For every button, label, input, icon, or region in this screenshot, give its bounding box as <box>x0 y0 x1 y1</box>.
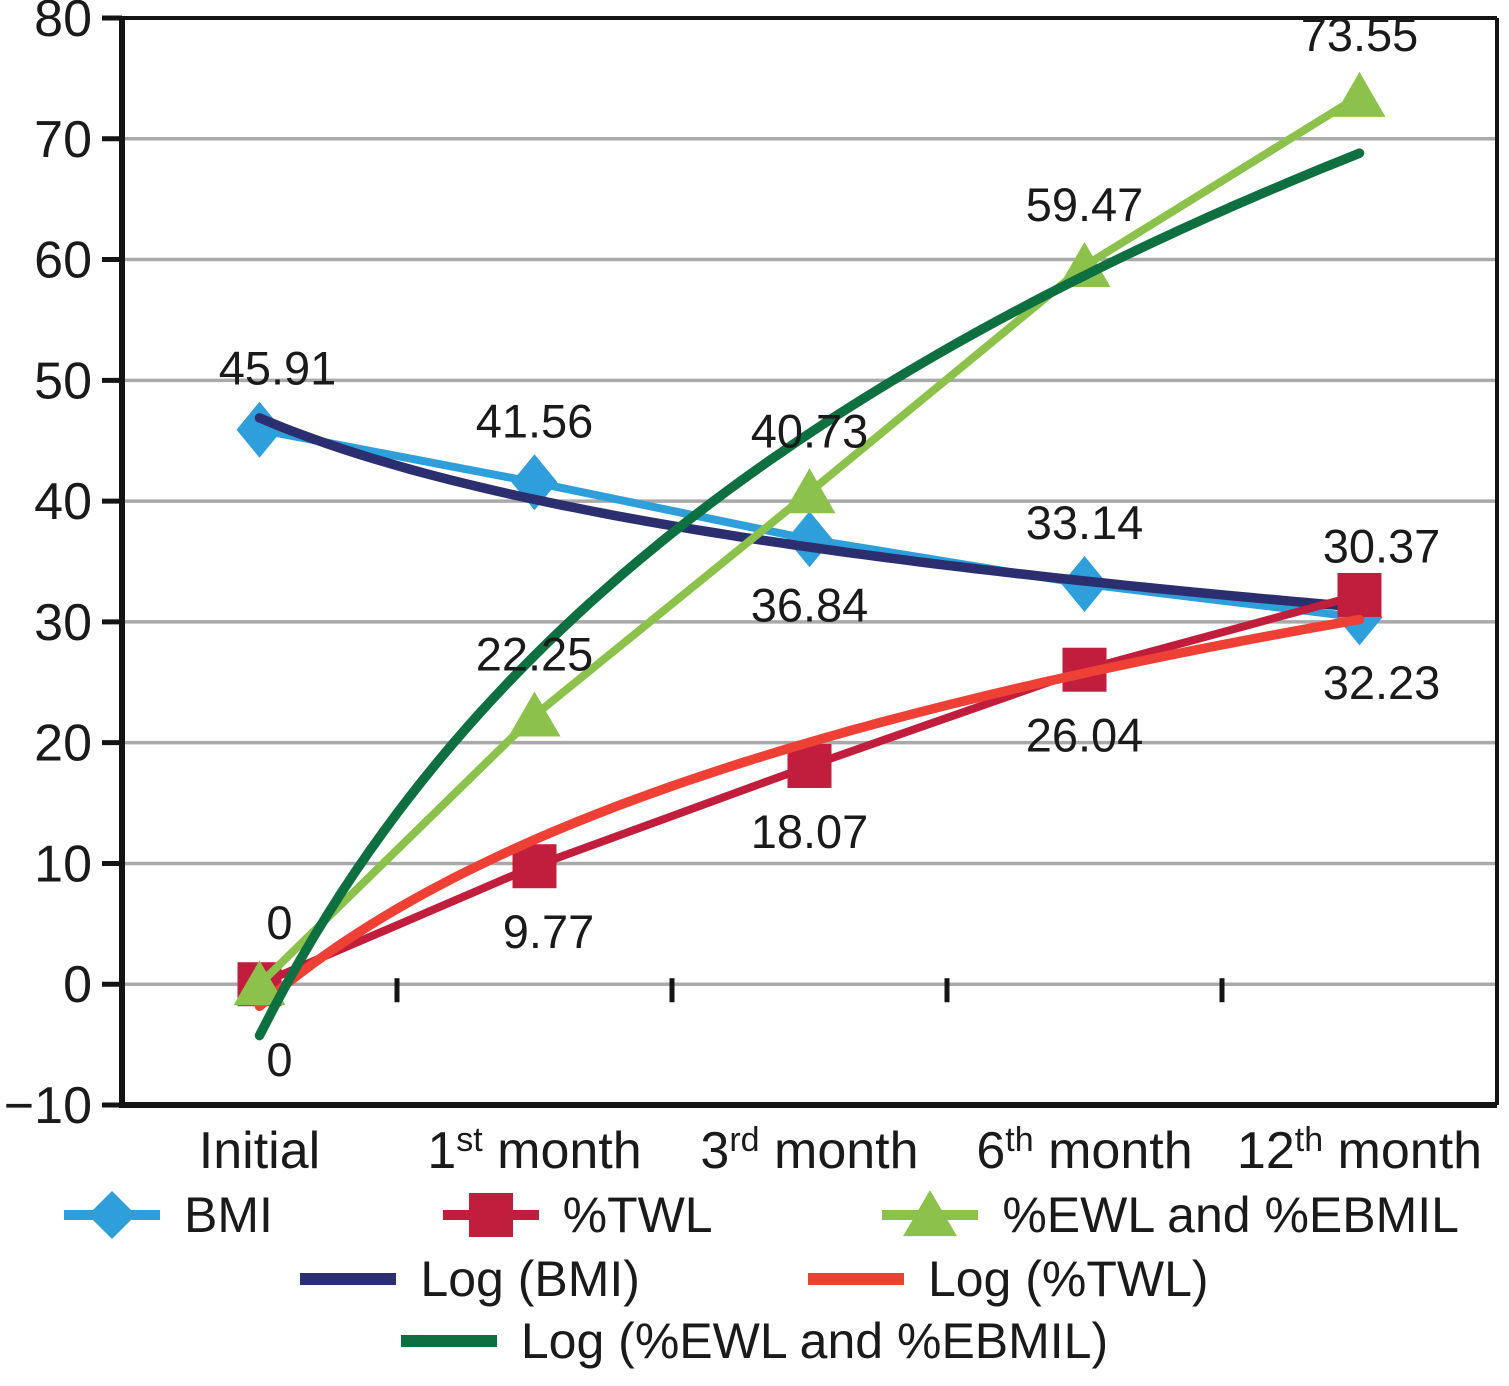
legend-label-log-ewl: Log (%EWL and %EBMIL) <box>520 1313 1109 1369</box>
legend-label-ewl: %EWL and %EBMIL <box>1002 1187 1459 1243</box>
x-axis-label: Initial <box>199 1122 320 1180</box>
data-label: 22.25 <box>476 627 594 680</box>
data-label: 45.91 <box>219 342 337 395</box>
legend-row-trendlines-2: Log (%EWL and %EBMIL) <box>0 1316 1509 1366</box>
trendline-1 <box>254 614 1365 1012</box>
data-label: 33.14 <box>1026 496 1144 549</box>
log-ewl-line-swatch-icon <box>400 1335 497 1347</box>
ewl-triangle-marker <box>783 468 836 514</box>
y-axis-label: 50 <box>34 352 92 410</box>
ewl-triangle-marker <box>1058 241 1111 287</box>
twl-square-marker <box>512 844 557 889</box>
line-chart-plot-area: 80 70 60 50 40 30 20 10 0 −10 45.91 41.56 36.84 33.14… <box>3 0 1499 1180</box>
y-axis-label: 0 <box>63 956 92 1014</box>
y-axis-label: 10 <box>34 835 92 893</box>
bmi-diamond-marker <box>786 511 833 568</box>
ewl-triangle-marker <box>233 960 286 1006</box>
y-axis-label: −10 <box>4 1077 92 1135</box>
legend-row-trendlines-1: Log (BMI) Log (%TWL) <box>0 1254 1509 1304</box>
x-axis-label: 12th month <box>1237 1121 1482 1180</box>
y-axis-label: 20 <box>34 715 92 773</box>
trendline-0 <box>254 413 1365 612</box>
legend-item-bmi: BMI <box>64 1188 273 1242</box>
data-label: 36.84 <box>751 578 869 631</box>
twl-square-marker <box>1337 572 1382 617</box>
twl-square-swatch-icon <box>442 1188 539 1242</box>
legend-item-ewl: %EWL and %EBMIL <box>882 1188 1459 1242</box>
data-label: 18.07 <box>751 805 869 858</box>
bmi-diamond-swatch-icon <box>64 1188 160 1242</box>
legend-label-bmi: BMI <box>184 1187 273 1243</box>
log-bmi-line-swatch-icon <box>300 1273 397 1285</box>
data-label: 41.56 <box>476 394 594 447</box>
y-axis-label: 80 <box>34 0 92 48</box>
ewl-triangle-swatch-icon <box>882 1188 979 1242</box>
y-axis-label: 40 <box>34 473 92 531</box>
legend-item-twl: %TWL <box>442 1187 713 1243</box>
data-label: 40.73 <box>751 404 869 457</box>
chart-legend: BMI %TWL %EWL and %EBMIL Log (BMI) <box>0 1186 1509 1366</box>
log-twl-line-swatch-icon <box>807 1273 904 1285</box>
x-axis-label: 3rd month <box>700 1121 918 1180</box>
data-label: 32.23 <box>1323 656 1441 709</box>
legend-label-log-bmi: Log (BMI) <box>420 1251 640 1307</box>
y-axis-label: 60 <box>34 232 92 290</box>
ewl-triangle-marker <box>1333 71 1386 117</box>
ewl-triangle-marker <box>508 691 561 737</box>
data-label: 9.77 <box>503 905 594 958</box>
x-axis-label: 1st month <box>427 1121 641 1180</box>
legend-row-series: BMI %TWL %EWL and %EBMIL <box>0 1188 1509 1242</box>
data-label: 26.04 <box>1026 709 1144 762</box>
data-label: 73.55 <box>1301 8 1419 61</box>
data-label: 59.47 <box>1026 178 1144 231</box>
trendline-2 <box>254 148 1365 1041</box>
legend-item-log-ewl: Log (%EWL and %EBMIL) <box>400 1313 1109 1369</box>
bmi-weight-loss-chart-svg: 80 70 60 50 40 30 20 10 0 −10 45.91 41.56 36.84 33.14… <box>3 0 1499 1180</box>
x-axis-label: 6th month <box>976 1121 1192 1180</box>
bmi-diamond-marker <box>236 401 283 458</box>
y-axis-label: 30 <box>34 594 92 652</box>
y-axis-label: 70 <box>34 111 92 169</box>
data-label: 0 <box>266 1033 292 1086</box>
data-label: 30.37 <box>1323 519 1441 572</box>
legend-label-log-twl: Log (%TWL) <box>927 1251 1209 1307</box>
legend-label-twl: %TWL <box>562 1187 713 1243</box>
legend-item-log-bmi: Log (BMI) <box>300 1254 640 1304</box>
legend-item-log-twl: Log (%TWL) <box>807 1251 1209 1307</box>
data-label: 0 <box>266 896 292 949</box>
